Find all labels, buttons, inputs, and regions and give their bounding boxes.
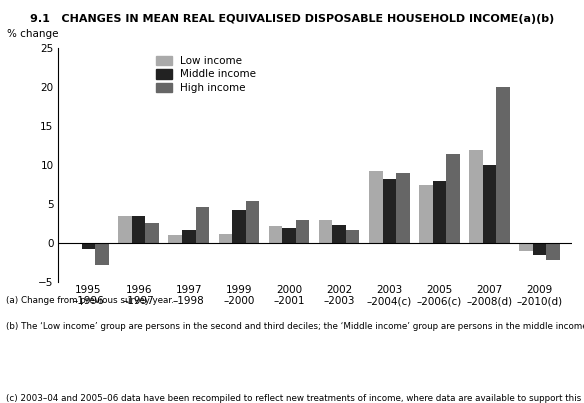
Bar [196,206,209,243]
Bar [282,228,296,243]
Bar [82,243,95,249]
Text: 9.1   CHANGES IN MEAN REAL EQUIVALISED DISPOSABLE HOUSEHOLD INCOME(a)(b): 9.1 CHANGES IN MEAN REAL EQUIVALISED DIS… [30,14,554,24]
Bar [296,220,310,243]
Bar [496,87,510,243]
Bar [547,243,560,260]
Bar [446,154,460,243]
Bar [470,150,483,243]
Bar [419,185,433,243]
Bar [383,179,396,243]
Bar [218,234,232,243]
Bar [246,201,259,243]
Bar [332,225,346,243]
Bar [232,210,246,243]
Bar [182,230,196,243]
Bar [533,243,547,255]
Bar [519,243,533,251]
Bar [433,181,446,243]
Bar [145,223,159,243]
Bar [132,216,145,243]
Text: (c) 2003–04 and 2005–06 data have been recompiled to reflect new treatments of i: (c) 2003–04 and 2005–06 data have been r… [6,394,584,403]
Bar [396,173,409,243]
Bar [346,230,360,243]
Bar [483,165,496,243]
Bar [168,235,182,243]
Bar [119,216,132,243]
Bar [95,243,109,265]
Bar [319,220,332,243]
Legend: Low income, Middle income, High income: Low income, Middle income, High income [156,56,256,93]
Text: % change: % change [7,29,58,39]
Text: (a) Change from previous survey year.: (a) Change from previous survey year. [6,296,173,305]
Bar [269,226,282,243]
Text: (b) The ‘Low income’ group are persons in the second and third deciles; the ‘Mid: (b) The ‘Low income’ group are persons i… [6,322,584,330]
Bar [369,171,383,243]
